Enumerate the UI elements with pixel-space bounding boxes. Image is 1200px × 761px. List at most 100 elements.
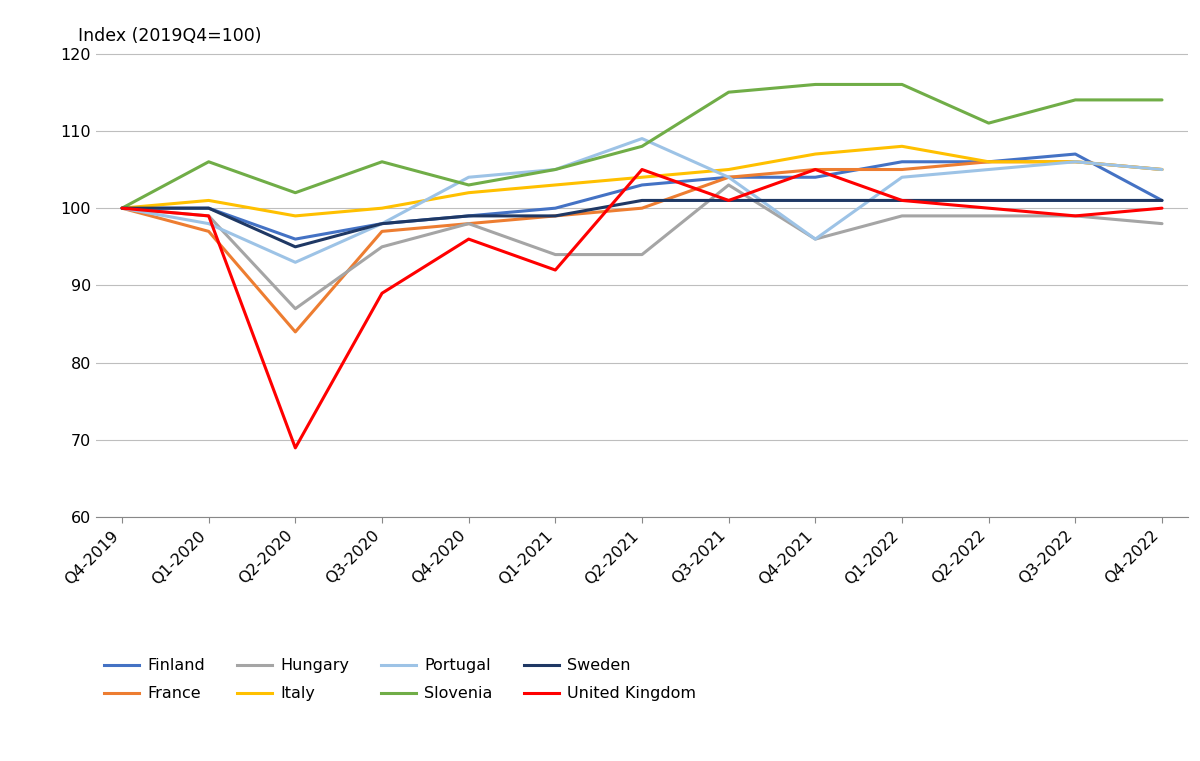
Sweden xyxy=(635,196,649,205)
Portugal xyxy=(202,219,216,228)
Finland xyxy=(982,158,996,167)
France xyxy=(721,173,736,182)
Hungary xyxy=(808,234,822,244)
France xyxy=(115,204,130,213)
Line: Slovenia: Slovenia xyxy=(122,84,1162,209)
Line: France: France xyxy=(122,162,1162,332)
Italy xyxy=(202,196,216,205)
Italy xyxy=(895,142,910,151)
Italy xyxy=(288,212,302,221)
Finland xyxy=(115,204,130,213)
Hungary xyxy=(1154,219,1169,228)
Hungary xyxy=(374,242,389,251)
Italy xyxy=(635,173,649,182)
France xyxy=(982,158,996,167)
United Kingdom xyxy=(721,196,736,205)
Line: Finland: Finland xyxy=(122,154,1162,239)
Sweden xyxy=(462,212,476,221)
Slovenia xyxy=(721,88,736,97)
Hungary xyxy=(721,180,736,189)
Portugal xyxy=(1154,165,1169,174)
Hungary xyxy=(982,212,996,221)
Hungary xyxy=(202,212,216,221)
Line: United Kingdom: United Kingdom xyxy=(122,170,1162,448)
Italy xyxy=(1154,165,1169,174)
Finland xyxy=(548,204,563,213)
Text: Index (2019Q4=100): Index (2019Q4=100) xyxy=(78,27,262,45)
United Kingdom xyxy=(895,196,910,205)
United Kingdom xyxy=(115,204,130,213)
Hungary xyxy=(462,219,476,228)
Portugal xyxy=(1068,158,1082,167)
United Kingdom xyxy=(202,212,216,221)
Sweden xyxy=(1154,196,1169,205)
Sweden xyxy=(895,196,910,205)
Hungary xyxy=(548,250,563,260)
Finland xyxy=(202,204,216,213)
Slovenia xyxy=(982,119,996,128)
Sweden xyxy=(982,196,996,205)
United Kingdom xyxy=(1068,212,1082,221)
France xyxy=(1154,165,1169,174)
Sweden xyxy=(115,204,130,213)
Finland xyxy=(808,173,822,182)
Finland xyxy=(288,234,302,244)
France xyxy=(202,227,216,236)
United Kingdom xyxy=(808,165,822,174)
Italy xyxy=(721,165,736,174)
Sweden xyxy=(374,219,389,228)
Sweden xyxy=(548,212,563,221)
Finland xyxy=(1154,196,1169,205)
United Kingdom xyxy=(374,288,389,298)
France xyxy=(462,219,476,228)
Italy xyxy=(808,149,822,158)
Hungary xyxy=(895,212,910,221)
Portugal xyxy=(115,204,130,213)
Portugal xyxy=(635,134,649,143)
Slovenia xyxy=(1068,95,1082,104)
Sweden xyxy=(721,196,736,205)
Slovenia xyxy=(202,158,216,167)
France xyxy=(548,212,563,221)
Sweden xyxy=(808,196,822,205)
Portugal xyxy=(808,234,822,244)
Portugal xyxy=(982,165,996,174)
Line: Italy: Italy xyxy=(122,146,1162,216)
United Kingdom xyxy=(635,165,649,174)
Slovenia xyxy=(895,80,910,89)
Finland xyxy=(635,180,649,189)
Finland xyxy=(374,219,389,228)
United Kingdom xyxy=(288,444,302,453)
Italy xyxy=(462,188,476,197)
Finland xyxy=(721,173,736,182)
Hungary xyxy=(288,304,302,314)
Portugal xyxy=(721,173,736,182)
France xyxy=(288,327,302,336)
France xyxy=(635,204,649,213)
Portugal xyxy=(548,165,563,174)
Portugal xyxy=(895,173,910,182)
Sweden xyxy=(202,204,216,213)
Portugal xyxy=(374,219,389,228)
Slovenia xyxy=(374,158,389,167)
Hungary xyxy=(115,204,130,213)
Slovenia xyxy=(635,142,649,151)
Line: Hungary: Hungary xyxy=(122,185,1162,309)
Italy xyxy=(115,204,130,213)
Line: Portugal: Portugal xyxy=(122,139,1162,263)
Slovenia xyxy=(548,165,563,174)
Slovenia xyxy=(1154,95,1169,104)
Slovenia xyxy=(115,204,130,213)
United Kingdom xyxy=(982,204,996,213)
France xyxy=(1068,158,1082,167)
Sweden xyxy=(1068,196,1082,205)
Finland xyxy=(1068,149,1082,158)
Italy xyxy=(548,180,563,189)
Italy xyxy=(374,204,389,213)
Sweden xyxy=(288,242,302,251)
United Kingdom xyxy=(548,266,563,275)
Finland xyxy=(895,158,910,167)
Finland xyxy=(462,212,476,221)
Legend: Finland, France, Hungary, Italy, Portugal, Slovenia, Sweden, United Kingdom: Finland, France, Hungary, Italy, Portuga… xyxy=(104,658,696,702)
Hungary xyxy=(1068,212,1082,221)
